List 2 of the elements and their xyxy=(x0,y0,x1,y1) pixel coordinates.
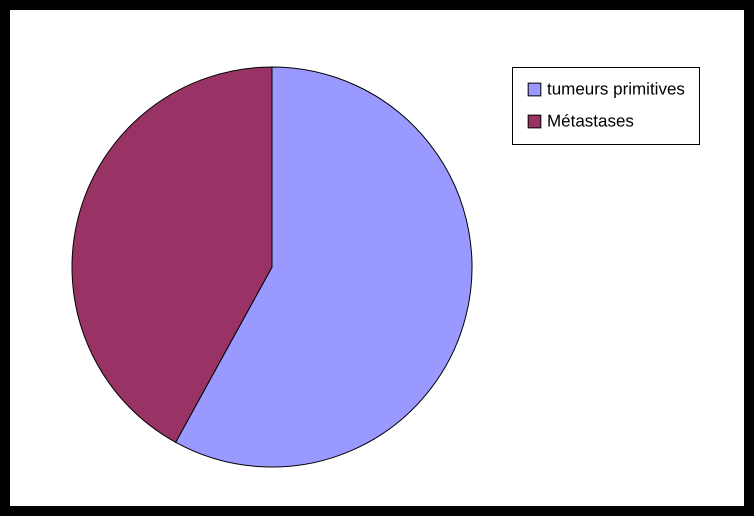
legend-label: tumeurs primitives xyxy=(547,80,685,98)
legend-label: Métastases xyxy=(547,112,634,130)
